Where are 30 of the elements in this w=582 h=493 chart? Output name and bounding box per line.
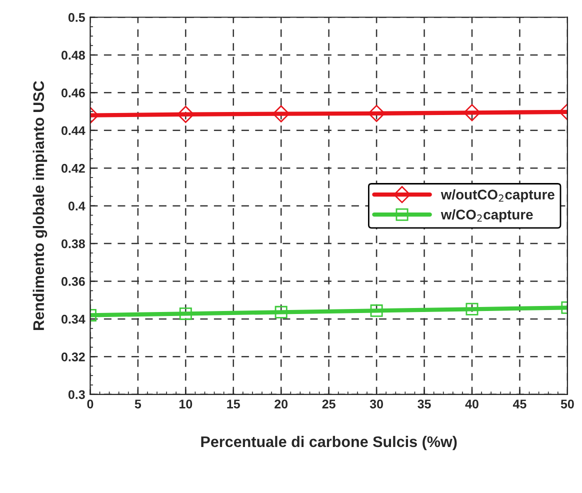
- y-tick-label: 0.46: [62, 88, 85, 98]
- x-tick-label: 30: [370, 400, 383, 408]
- point: [368, 104, 386, 122]
- y-tick-label: 0.42: [62, 164, 85, 173]
- x-tick-label: 5: [134, 400, 142, 408]
- point: [274, 306, 288, 318]
- x-axis-title: Percentuale di carbone Sulcis (%w): [201, 436, 457, 450]
- legend-label: w/outCO$_{2}$capture: [440, 189, 554, 202]
- y-tick-label: 0.38: [62, 239, 85, 248]
- x-tick-label: 10: [179, 400, 192, 408]
- y-tick-label: 0.5: [68, 13, 85, 22]
- x-tick-label: 25: [322, 400, 336, 408]
- x-tick-label: 35: [418, 400, 431, 408]
- x-tick-label: 0: [87, 400, 94, 408]
- y-tick-label: 0.4: [68, 202, 86, 210]
- y-tick-label: 0.48: [62, 50, 85, 60]
- y-tick-label: 0.34: [62, 314, 86, 324]
- point: [370, 304, 383, 317]
- x-tick-label: 20: [274, 400, 288, 408]
- y-tick-label: 0.36: [62, 277, 85, 286]
- x-tick-label: 45: [512, 400, 526, 408]
- y-tick-label: 0.44: [62, 126, 86, 136]
- point: [272, 105, 290, 122]
- x-tick-label: 40: [465, 400, 478, 408]
- legend-label: w/CO$_{2}$capture: [440, 209, 533, 222]
- x-tick-label: 50: [560, 400, 574, 408]
- y-tick-label: 0.32: [62, 352, 85, 362]
- y-tick-label: 0.3: [68, 390, 85, 400]
- x-tick-label: 15: [227, 400, 240, 408]
- y-axis-title: Rendimento globale impianto USC: [32, 81, 48, 330]
